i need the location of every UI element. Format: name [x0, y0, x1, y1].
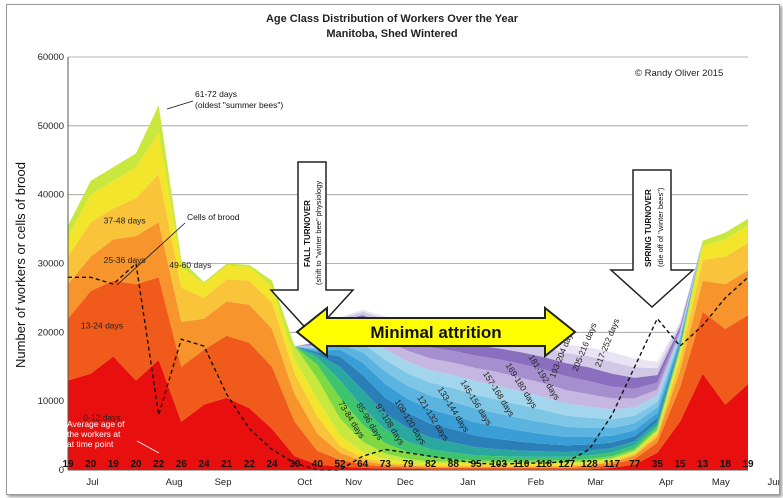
month-label: Dec	[397, 477, 414, 488]
average-age-path	[68, 262, 749, 471]
avg-age-label: 20	[85, 459, 97, 470]
annotation-summer-bees-note: (oldest "summer bees")	[195, 100, 283, 110]
annotation-avg-age-leader	[136, 440, 160, 454]
avg-age-label: 21	[221, 459, 233, 470]
avg-age-label: 64	[357, 459, 369, 470]
avg-age-label: 20	[130, 459, 142, 470]
y-tick-label: 10000	[38, 396, 64, 407]
avg-age-label: 82	[425, 459, 437, 470]
area-37-48-days	[68, 174, 748, 467]
fall-turnover-label: FALL TURNOVER	[303, 200, 312, 267]
avg-age-label: 103	[490, 459, 507, 470]
avg-age-label: 52	[334, 459, 346, 470]
area-13-24-days	[68, 277, 748, 470]
y-tick-label: 50000	[38, 121, 64, 132]
avg-age-label: 118	[536, 459, 553, 470]
copyright: © Randy Oliver 2015	[635, 68, 723, 79]
avg-age-label: 19	[62, 459, 74, 470]
month-label: Mar	[587, 477, 603, 488]
band-label: 49-60 days	[169, 260, 211, 270]
month-label: Apr	[659, 477, 674, 488]
month-label: May	[712, 477, 730, 488]
y-tick-label: 30000	[38, 259, 64, 270]
area-0-12-days	[68, 356, 748, 470]
avg-age-label: 30	[289, 459, 301, 470]
y-tick-label: 40000	[38, 190, 64, 201]
avg-age-label: 24	[198, 459, 210, 470]
avg-age-label: 128	[581, 459, 598, 470]
month-label: Aug	[166, 477, 183, 488]
avg-age-label: 40	[312, 459, 324, 470]
annotation-summer-bees: 61-72 days	[195, 89, 237, 99]
band-label: 37-48 days	[104, 215, 146, 225]
avg-age-label: 73	[380, 459, 392, 470]
avg-age-label: 19	[742, 459, 754, 470]
avg-age-label: 26	[176, 459, 188, 470]
avg-age-label: 77	[629, 459, 641, 470]
month-label: Feb	[528, 477, 544, 488]
annotation-avg-age-1: Average age of	[67, 419, 125, 429]
minimal-attrition-label: Minimal attrition	[370, 323, 501, 342]
avg-age-label: 127	[558, 459, 575, 470]
month-label: Jan	[460, 477, 475, 488]
average-age-line	[68, 262, 749, 471]
chart-subtitle: Manitoba, Shed Wintered	[326, 28, 457, 40]
spring-turnover-arrow: SPRING TURNOVER (die off of "winter bees…	[609, 169, 695, 309]
avg-age-label: 95	[470, 459, 482, 470]
y-tick-label: 0	[59, 465, 64, 476]
avg-age-label: 24	[266, 459, 278, 470]
axes: 0 10000 20000 30000 40000 50000 60000 19 20 19 20 2…	[38, 52, 779, 488]
month-label: Jul	[86, 477, 98, 488]
annotation-avg-age-2: the workers at	[67, 429, 121, 439]
age-class-area-chart: 0-12 days 13-24 days 25-36 days 37-48 days 4…	[13, 13, 779, 488]
y-axis-label: Number of workers or cells of brood	[13, 162, 28, 368]
month-label: Jun	[768, 477, 779, 488]
avg-age-label: 110	[513, 459, 530, 470]
fall-turnover-note: (shift to "winter bee" physiology	[314, 181, 323, 285]
avg-age-label: 79	[402, 459, 414, 470]
y-tick-label: 20000	[38, 327, 64, 338]
band-label: 25-36 days	[104, 255, 146, 265]
fall-turnover-arrow: FALL TURNOVER (shift to "winter bee" phy…	[269, 161, 355, 337]
avg-age-label: 22	[153, 459, 165, 470]
annotation-avg-age-3: at time point	[67, 439, 114, 449]
annotation-brood: Cells of brood	[187, 212, 240, 222]
month-label: Nov	[345, 477, 362, 488]
area-25-36-days	[68, 222, 748, 468]
avg-age-label: 18	[720, 459, 732, 470]
chart-title: Age Class Distribution of Workers Over t…	[266, 13, 519, 25]
avg-age-label: 19	[108, 459, 120, 470]
y-tick-label: 60000	[38, 52, 64, 63]
avg-age-label: 117	[604, 459, 621, 470]
annotations: 61-72 days (oldest "summer bees") Cells …	[67, 89, 283, 454]
month-label: Oct	[297, 477, 312, 488]
avg-age-label: 22	[244, 459, 256, 470]
avg-age-label: 35	[652, 459, 664, 470]
spring-turnover-label: SPRING TURNOVER	[644, 189, 653, 267]
band-label: 0-12 days	[83, 413, 120, 423]
avg-age-label: 13	[697, 459, 709, 470]
chart-frame: 0-12 days 13-24 days 25-36 days 37-48 days 4…	[6, 4, 780, 495]
month-label: Sep	[215, 477, 232, 488]
minimal-attrition-arrow: Minimal attrition	[295, 305, 577, 359]
band-label: 13-24 days	[81, 320, 123, 330]
area-series	[68, 105, 748, 470]
avg-age-label: 15	[674, 459, 686, 470]
annotation-brood-leader	[116, 222, 186, 286]
annotation-summer-bees-leader	[166, 100, 194, 110]
avg-age-label: 88	[448, 459, 460, 470]
spring-turnover-note: (die off of "winter bees")	[656, 187, 665, 267]
